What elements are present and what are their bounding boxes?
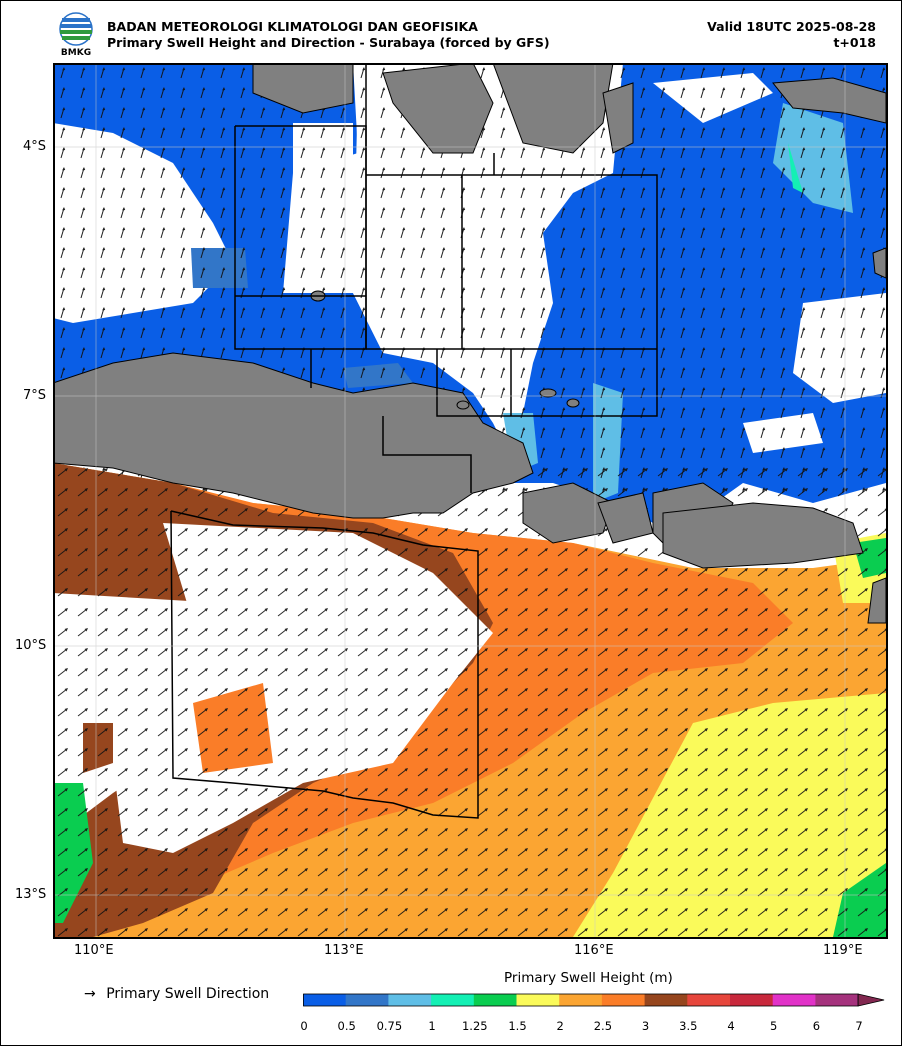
colorbar-segment <box>388 994 432 1006</box>
bmkg-logo: BMKG <box>59 12 93 56</box>
colorbar-segment <box>516 994 560 1006</box>
colorbar-segment <box>559 994 603 1006</box>
colorbar-segment <box>345 994 389 1006</box>
colorbar-segment <box>473 994 517 1006</box>
colorbar-tick-label: 5 <box>770 1019 778 1033</box>
lon-label-113e: 113°E <box>324 943 364 958</box>
organization-title: BADAN METEOROLOGI KLIMATOLOGI DAN GEOFIS… <box>107 19 478 34</box>
swell-map <box>53 63 886 937</box>
colorbar-tick-label: 3.5 <box>679 1019 698 1033</box>
colorbar-tick-label: 0.5 <box>337 1019 356 1033</box>
land-masses <box>53 63 886 624</box>
direction-legend: → Primary Swell Direction <box>84 986 269 1002</box>
colorbar-tick-label: 1.5 <box>508 1019 527 1033</box>
colorbar-tick-label: 7 <box>855 1019 863 1033</box>
colorbar-segment <box>303 994 347 1006</box>
colorbar-tick-label: 1 <box>428 1019 436 1033</box>
colorbar-tick-label: 3 <box>641 1019 650 1033</box>
colorbar-tick-label: 4 <box>727 1019 735 1033</box>
lon-label-116e: 116°E <box>574 943 614 958</box>
colorbar-outline <box>303 993 859 1007</box>
lon-label-110e: 110°E <box>74 943 114 958</box>
right-arrow-icon: → <box>84 986 96 1002</box>
forecast-zones <box>170 63 658 819</box>
lead-time: t+018 <box>833 35 876 50</box>
lon-label-119e: 119°E <box>823 943 863 958</box>
svg-text:BMKG: BMKG <box>61 48 91 56</box>
map-subtitle: Primary Swell Height and Direction - Sur… <box>107 35 550 50</box>
colorbar-segment <box>815 994 859 1006</box>
colorbar-tick-label: 2.5 <box>593 1019 613 1033</box>
colorbar-segment <box>772 994 816 1006</box>
lat-label-13s: 13°S <box>15 887 47 902</box>
colorbar-segment <box>601 994 646 1006</box>
lat-label-10s: 10°S <box>15 638 47 653</box>
colorbar-tick-label: 2 <box>556 1019 564 1033</box>
colorbar-extend-arrow <box>857 993 885 1007</box>
colorbar-segment <box>431 994 475 1006</box>
colorbar-tick-label: 0.75 <box>376 1019 403 1033</box>
colorbar-segment <box>644 994 688 1006</box>
graticule <box>53 63 886 937</box>
lat-label-7s: 7°S <box>23 388 47 403</box>
direction-legend-label: Primary Swell Direction <box>106 986 270 1002</box>
colorbar-tick-label: 1.25 <box>461 1019 488 1033</box>
colorbar-tick-label: 6 <box>812 1019 821 1033</box>
colorbar-segment <box>687 994 731 1006</box>
valid-time: Valid 18UTC 2025-08-28 <box>707 19 876 34</box>
colorbar-segment <box>730 994 774 1006</box>
colorbar-title: Primary Swell Height (m) <box>504 970 673 986</box>
lat-label-4s: 4°S <box>23 139 47 154</box>
colorbar-tick-label: 0 <box>300 1019 308 1033</box>
colorbar <box>303 993 885 1007</box>
